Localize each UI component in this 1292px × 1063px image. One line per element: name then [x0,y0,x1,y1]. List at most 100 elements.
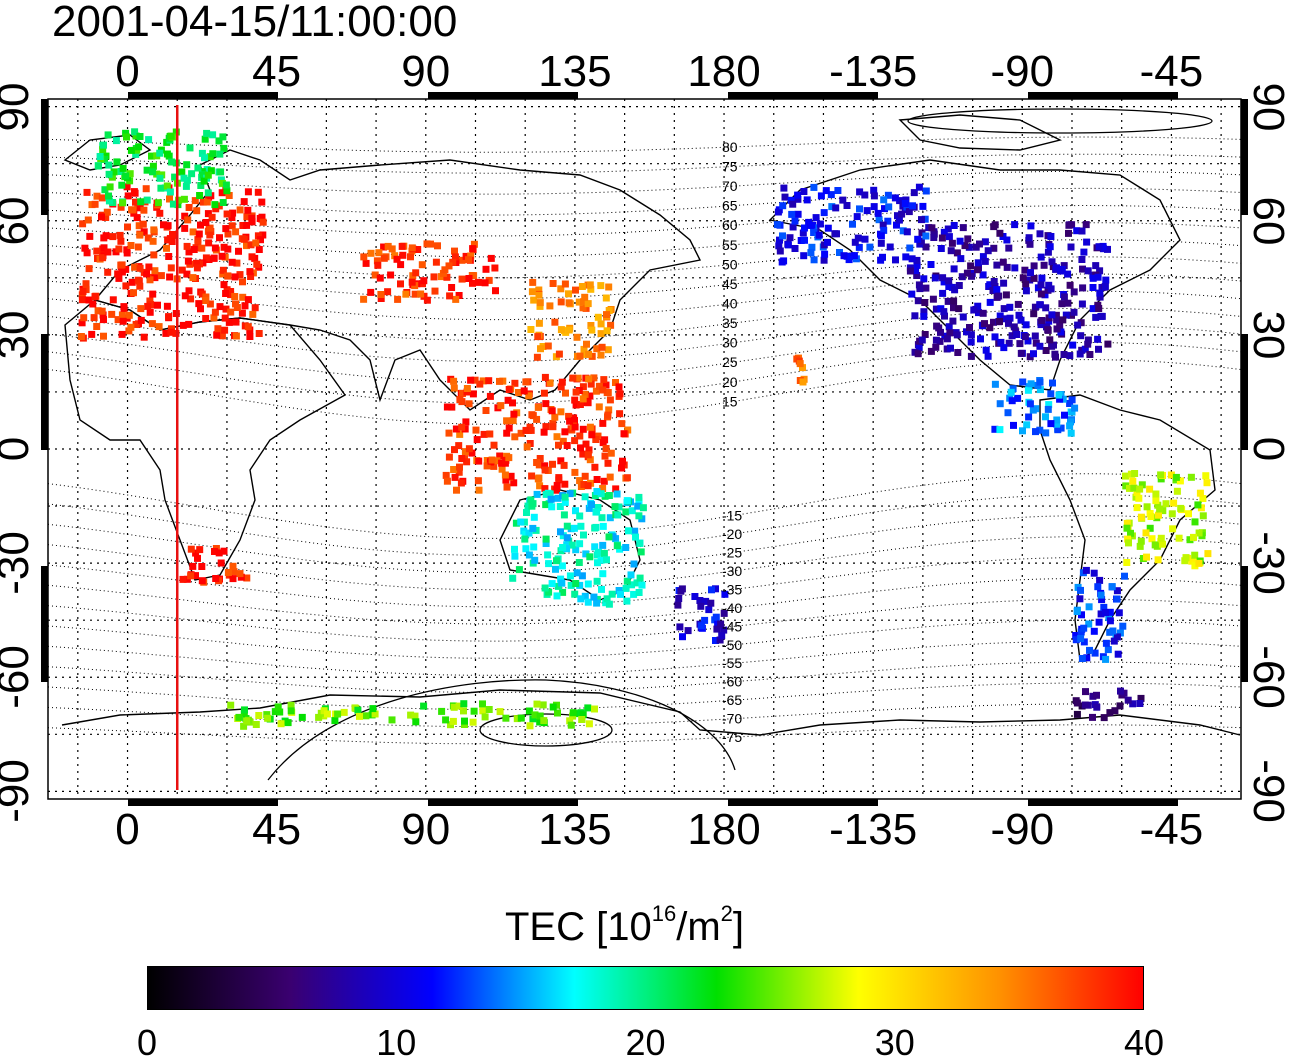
tec-cell [473,436,481,444]
mlat-contour [48,307,1241,363]
tec-cell [78,319,86,327]
tec-cell [465,445,473,453]
tec-cell [1019,378,1027,386]
tec-cell [1094,583,1102,591]
tec-cell [571,437,579,445]
tec-cell [1114,650,1122,658]
mlat-contour-label: 40 [722,295,738,311]
tec-cell [1167,471,1175,479]
tec-cell [467,252,475,260]
tec-cell [716,636,724,644]
tec-cell [967,352,975,360]
tec-cell [123,183,131,191]
tec-cell [617,590,624,598]
tec-cell [443,403,451,411]
tec-cell [1115,609,1123,617]
tec-cell [432,258,440,266]
tec-cell [1102,276,1110,284]
tec-cell [143,166,151,174]
tec-cell [1104,245,1111,253]
tec-cell [941,312,948,320]
tec-cell [125,327,133,335]
tec-cell [905,208,913,216]
tec-cell [1036,386,1044,394]
tec-cell [815,231,823,239]
tec-cell [635,497,643,505]
tec-cell [243,574,251,582]
tec-cell [939,274,947,282]
tec-cell [571,423,579,431]
tec-cell [565,326,573,334]
tec-cell [1009,385,1017,393]
tec-cell [576,512,584,520]
tec-cell [241,302,249,310]
tec-cell [628,581,635,589]
tec-cell [163,302,171,310]
tec-cell [676,623,684,631]
tec-cell [529,715,537,723]
bottom-longitude-tick: 45 [252,805,302,854]
tec-cell [140,333,148,341]
tec-cell [577,522,585,530]
tec-cell [530,296,538,304]
tec-cell [247,241,255,249]
tec-cell [603,389,611,397]
tec-cell [1123,559,1131,566]
tec-cell [398,242,406,250]
tec-cell [137,316,145,324]
tec-cell [566,417,574,425]
tec-cell [1104,340,1112,348]
tec-cell [387,271,395,279]
tec-cell [455,468,463,476]
tec-cell [458,256,466,264]
tec-cell [449,717,457,725]
tec-cell [86,232,94,240]
tec-cell [812,214,820,222]
tec-cell [603,327,611,335]
tec-cell [1056,395,1064,403]
tec-cell [149,168,156,176]
tec-cell [921,331,929,338]
tec-cell [509,399,516,407]
tec-cell [940,308,948,316]
tec-cell [536,718,544,726]
tec-cell [1053,264,1060,272]
tec-cell [1076,350,1084,358]
tec-cell [1072,636,1080,644]
tec-cell [448,284,456,291]
tec-cell [1175,534,1183,542]
tec-cell [605,406,613,414]
tec-cell [1130,484,1138,492]
tec-cell [996,318,1003,325]
tec-cell [354,706,362,714]
tec-cell [134,276,142,284]
tec-cell [122,282,130,290]
tec-cell [117,203,125,211]
tec-cell [545,560,553,568]
tec-cell [546,302,554,310]
tec-cell [588,501,595,509]
tec-cell [580,345,588,353]
tec-cell [496,452,504,460]
tec-cell [993,286,1001,294]
tec-cell [1008,397,1016,405]
tec-cell [1006,303,1014,311]
tec-cell [427,240,434,248]
tec-cell [135,143,143,151]
tec-cell [997,338,1005,346]
tec-cell [523,443,531,451]
tec-cell [118,181,126,189]
tec-cell [1000,305,1008,313]
tec-cell [915,344,923,351]
tec-cell [1022,280,1030,288]
tec-cell [458,423,466,431]
tec-cell [132,132,140,140]
tec-cell [439,269,447,277]
tec-cell [1083,238,1091,246]
tec-cell [208,213,216,221]
tec-cell [937,328,944,336]
colorbar-label: TEC [1016/m2] [505,901,744,950]
tec-cell [914,350,922,358]
tec-cell [884,217,892,225]
tec-cell [1119,622,1127,630]
